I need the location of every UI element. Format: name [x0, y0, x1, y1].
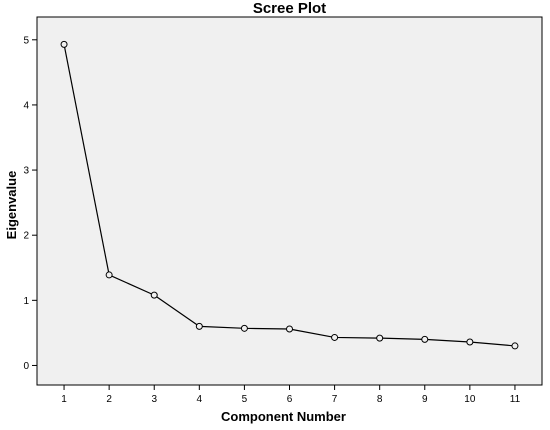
data-point-3 [150, 291, 158, 299]
x-tick-label-11: 11 [510, 394, 521, 405]
plot-area [36, 16, 543, 386]
data-point-5 [240, 324, 248, 332]
x-axis-label: Component Number [221, 409, 346, 424]
data-point-1 [60, 40, 68, 48]
data-point-4 [195, 322, 203, 330]
x-axis: 1 2 3 4 5 6 7 8 9 10 11 [61, 385, 521, 405]
y-axis: 0 1 2 3 4 5 [23, 35, 37, 372]
y-tick-label-4: 4 [23, 100, 29, 111]
x-tick-label-2: 2 [106, 394, 112, 405]
x-tick-label-6: 6 [287, 394, 293, 405]
x-tick-label-10: 10 [464, 394, 476, 405]
x-tick-label-9: 9 [422, 394, 428, 405]
y-tick-label-5: 5 [23, 35, 29, 46]
data-point-6 [286, 325, 293, 333]
chart-title: Scree Plot [253, 0, 326, 17]
data-point-7 [331, 333, 339, 341]
y-tick-label-1: 1 [23, 296, 29, 307]
y-axis-label: Eigenvalue [4, 171, 19, 240]
data-series [60, 40, 519, 350]
data-point-2 [105, 271, 113, 279]
x-tick-label-3: 3 [151, 394, 157, 405]
y-tick-label-3: 3 [23, 166, 29, 177]
y-tick-label-2: 2 [23, 231, 29, 242]
x-tick-label-1: 1 [61, 394, 67, 405]
y-tick-label-0: 0 [23, 361, 29, 372]
data-point-11 [511, 342, 519, 350]
data-point-9 [421, 335, 429, 343]
x-tick-label-8: 8 [377, 394, 383, 405]
x-tick-label-5: 5 [242, 394, 248, 405]
x-tick-label-4: 4 [197, 394, 203, 405]
data-point-8 [376, 334, 384, 342]
x-tick-label-7: 7 [332, 394, 338, 405]
data-point-10 [466, 338, 474, 346]
